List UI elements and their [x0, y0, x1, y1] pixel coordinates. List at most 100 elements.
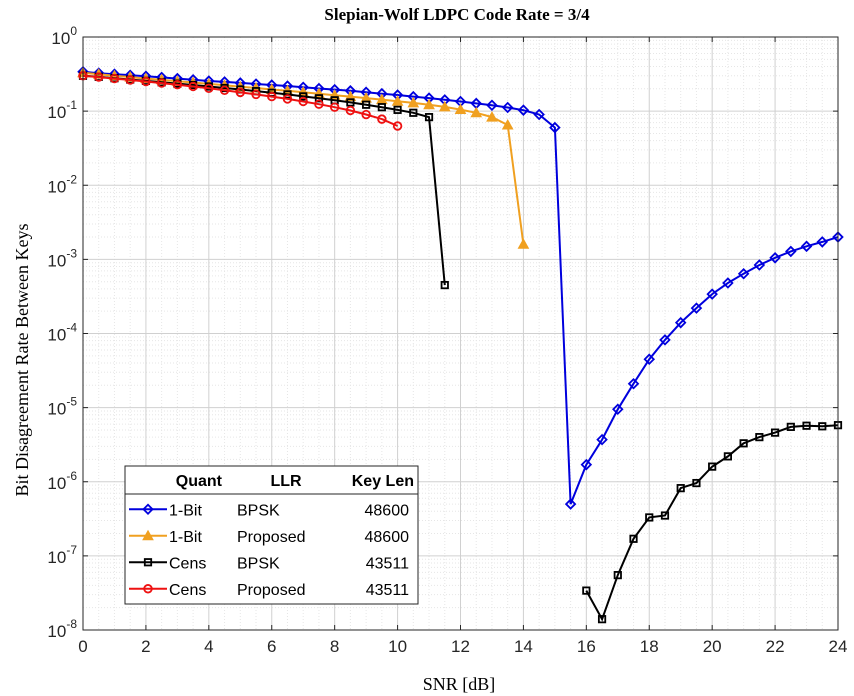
diamond-marker [627, 377, 640, 390]
y-tick-label: 10-4 [47, 321, 77, 345]
legend-quant: 1-Bit [169, 502, 202, 519]
triangle-marker [470, 106, 483, 118]
square-marker [723, 452, 732, 461]
circle-marker [251, 89, 261, 100]
square-marker [786, 422, 795, 431]
y-tick-label: 10-5 [47, 395, 77, 419]
diamond-marker [785, 245, 797, 258]
y-tick-label: 10-6 [47, 469, 77, 493]
diamond-marker [753, 259, 766, 271]
square-marker [629, 534, 638, 543]
circle-marker [329, 102, 340, 112]
square-marker [377, 103, 386, 112]
triangle-marker [142, 529, 154, 541]
legend-quant: Cens [169, 582, 206, 599]
x-tick-label: 18 [640, 637, 659, 656]
plot-series [77, 65, 844, 624]
circle-marker [282, 94, 293, 104]
square-marker [676, 484, 685, 493]
y-tick-label: 10-8 [47, 617, 77, 641]
y-tick-label: 100 [51, 24, 77, 48]
triangle-marker [486, 111, 498, 122]
legend-llr: BPSK [237, 555, 280, 572]
triangle-marker [423, 98, 435, 110]
x-tick-label: 20 [703, 637, 722, 656]
square-marker [613, 571, 622, 580]
legend-llr: Proposed [237, 582, 306, 599]
legend-header: Quant [176, 473, 223, 490]
x-tick-label: 14 [514, 637, 533, 656]
x-tick-label: 4 [204, 637, 213, 656]
square-marker [708, 462, 717, 471]
x-tick-label: 6 [267, 637, 276, 656]
x-tick-label: 16 [577, 637, 596, 656]
y-tick-label: 10-2 [47, 172, 77, 196]
x-tick-label: 22 [766, 637, 785, 656]
triangle-marker [517, 238, 530, 249]
square-marker [692, 478, 701, 488]
diamond-marker [564, 498, 577, 510]
y-tick-label: 10-1 [47, 98, 77, 122]
diamond-marker [549, 121, 561, 134]
triangle-marker [391, 95, 404, 106]
y-tick-label: 10-7 [47, 543, 77, 567]
diamond-marker [659, 334, 671, 346]
circle-marker [143, 584, 153, 594]
diamond-marker [501, 101, 514, 114]
diamond-marker [690, 302, 703, 314]
circle-marker [125, 75, 135, 85]
circle-marker [392, 121, 403, 131]
diamond-marker [533, 108, 545, 121]
circle-marker [109, 73, 120, 84]
x-tick-label: 12 [451, 637, 470, 656]
diamond-marker [816, 236, 829, 248]
square-marker [440, 280, 449, 290]
diamond-marker [612, 403, 624, 416]
square-marker [739, 439, 748, 448]
diamond-marker [142, 503, 154, 516]
chart-title: Slepian-Wolf LDPC Code Rate = 3/4 [324, 5, 590, 24]
square-marker [424, 113, 434, 122]
circle-marker [235, 87, 245, 98]
legend-key-len: 43511 [366, 582, 409, 599]
x-tick-label: 2 [141, 637, 150, 656]
triangle-marker [501, 118, 514, 130]
legend-quant: Cens [169, 555, 206, 572]
series-line [82, 74, 446, 286]
triangle-marker [438, 100, 451, 112]
circle-marker [267, 91, 277, 102]
x-axis-label: SNR [dB] [423, 674, 496, 694]
diamond-marker [737, 267, 750, 280]
square-marker [346, 98, 355, 107]
circle-marker [377, 114, 387, 124]
y-axis-ticks: 100 10-1 10-2 10-3 10-4 10-5 10-6 10-7 10-8 [47, 24, 838, 641]
circle-marker [188, 81, 198, 92]
diamond-marker [800, 240, 813, 253]
square-marker [362, 100, 371, 109]
legend-header: LLR [270, 473, 302, 490]
square-marker [409, 108, 418, 117]
circle-marker [172, 80, 183, 90]
legend-key-len: 43511 [366, 555, 409, 572]
circle-marker [219, 85, 230, 95]
legend: Quant LLR Key Len 1-Bit BPSK 48600 1-Bit Propos… [124, 465, 419, 605]
square-marker [818, 422, 827, 431]
diamond-marker [769, 252, 781, 264]
square-marker [755, 433, 764, 442]
circle-marker [204, 83, 214, 94]
legend-box [124, 465, 419, 605]
circle-marker [156, 78, 167, 88]
diamond-marker [596, 433, 608, 446]
square-marker [283, 90, 292, 99]
circle-marker [298, 96, 308, 107]
circle-marker [345, 105, 356, 116]
square-marker [770, 428, 780, 437]
y-axis-label: Bit Disagreement Rate Between Keys [12, 224, 32, 497]
diamond-marker [643, 353, 656, 365]
series-line [82, 74, 399, 127]
x-tick-label: 0 [78, 637, 87, 656]
circle-marker [141, 76, 151, 87]
circle-marker [94, 72, 104, 82]
legend-key-len: 48600 [365, 502, 410, 519]
